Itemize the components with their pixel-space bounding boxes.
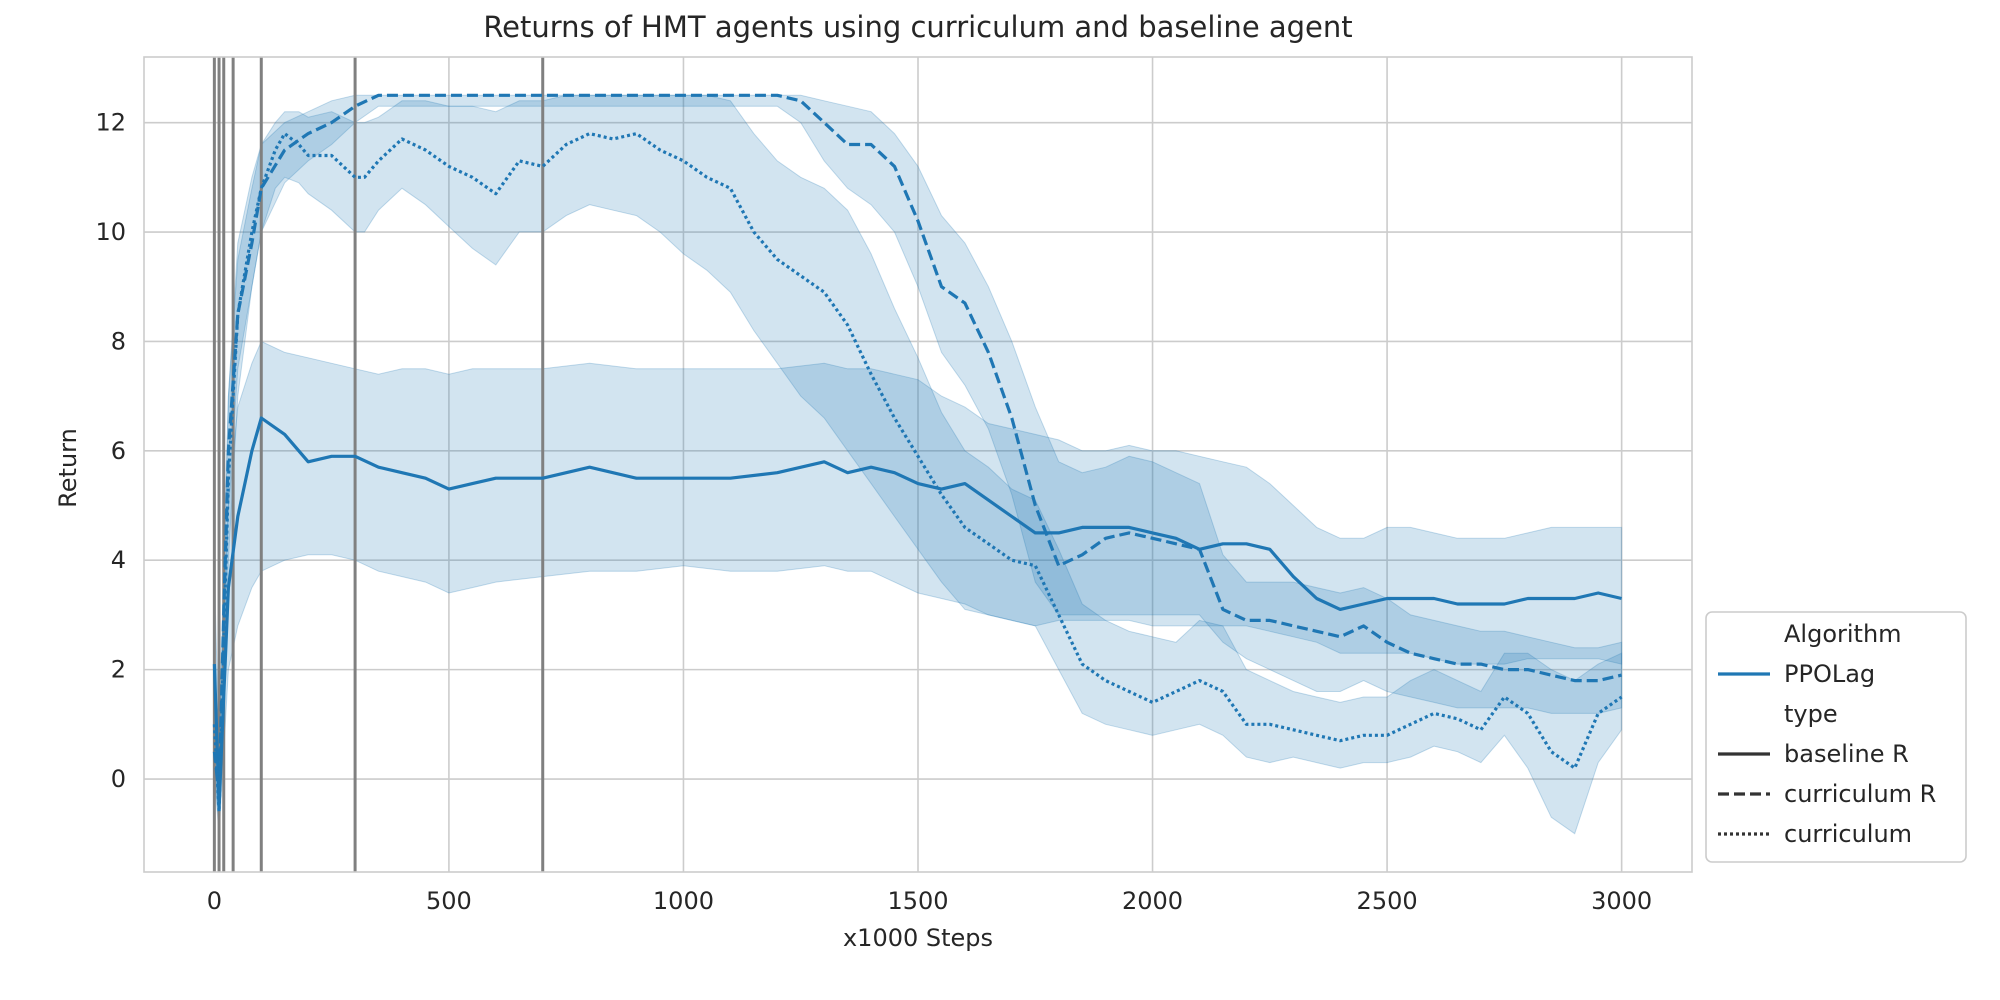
legend-entry: type	[1784, 700, 1838, 728]
x-tick-label: 2000	[1122, 887, 1183, 915]
y-tick-label: 2	[111, 656, 126, 684]
band-baseline-R	[213, 340, 1623, 834]
legend-entry: PPOLag	[1784, 660, 1875, 688]
x-axis-label: x1000 Steps	[843, 924, 993, 952]
legend-entry: Algorithm	[1784, 620, 1902, 648]
y-tick-label: 10	[95, 218, 126, 246]
line-baseline-R	[212, 416, 1622, 809]
x-tick-label: 1500	[887, 887, 948, 915]
y-tick-label: 6	[111, 437, 126, 465]
series-lines	[212, 93, 1623, 814]
chart-title: Returns of HMT agents using curriculum a…	[483, 10, 1352, 44]
y-tick-label: 12	[95, 109, 126, 137]
plot-frame	[143, 56, 1693, 873]
line-curriculum-R	[212, 93, 1622, 798]
line-curriculum	[212, 132, 1623, 814]
x-tick-label: 1000	[653, 887, 714, 915]
legend-entry: baseline R	[1784, 740, 1909, 768]
y-tick-label: 4	[111, 546, 126, 574]
tick-labels: 0 500 1000 1500 2000 2500 3000 0 2 4 6 8 10 12	[95, 109, 1652, 915]
x-tick-label: 0	[207, 887, 222, 915]
y-axis-label: Return	[54, 428, 82, 508]
x-tick-label: 3000	[1591, 887, 1652, 915]
legend: Algorithm PPOLag type baseline R curriculum …	[1705, 611, 1967, 863]
legend-entry: curriculum R	[1784, 780, 1936, 808]
legend-box	[1705, 611, 1967, 863]
plot-border	[143, 56, 1693, 873]
y-tick-label: 0	[111, 765, 126, 793]
x-tick-label: 500	[426, 887, 472, 915]
grid	[144, 57, 1692, 872]
y-tick-label: 8	[111, 327, 126, 355]
legend-entry: curriculum	[1784, 820, 1912, 848]
x-tick-label: 2500	[1357, 887, 1418, 915]
